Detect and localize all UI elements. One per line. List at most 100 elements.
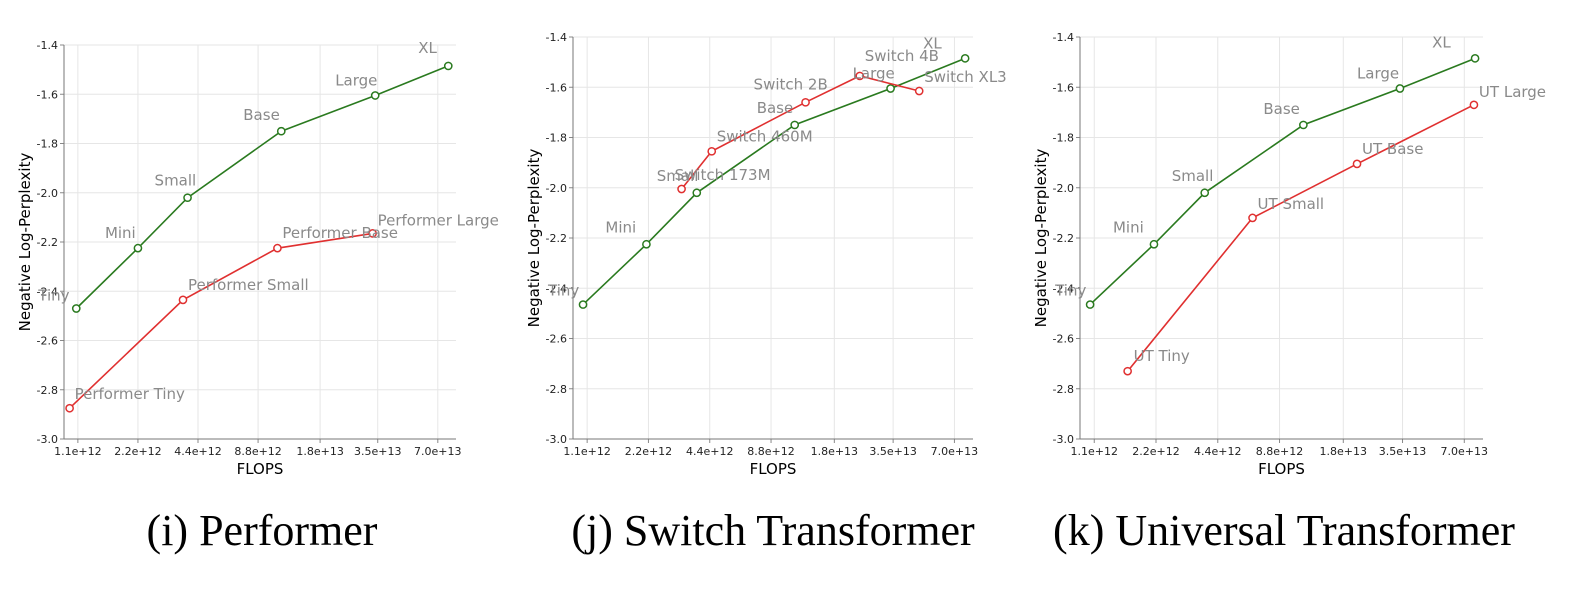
data-point-ut-small [1248,213,1257,223]
point-label-base: Base [1263,100,1300,118]
x-axis-title: FLOPS [750,460,797,478]
data-point-tiny [1085,300,1095,309]
y-tick-label: -2.4 [546,282,567,295]
y-tick-label: -2.2 [1053,232,1074,245]
y-tick-label: -3.0 [1053,433,1074,446]
x-axis-title: FLOPS [237,460,284,478]
x-tick-label: 4.4e+12 [686,445,733,458]
point-label-tiny: Tiny [547,282,579,300]
data-point-small [692,188,702,198]
point-label-ut-tiny: UT Tiny [1134,347,1190,365]
x-tick-label: 1.8e+13 [296,445,343,458]
x-axis-title: FLOPS [1258,460,1305,478]
point-label-base: Base [243,106,280,124]
y-tick-label: -1.4 [37,39,58,52]
x-tick-label: 3.5e+13 [1379,445,1426,458]
data-point-performer-large [368,229,377,238]
y-tick-label: -1.6 [1053,81,1074,94]
point-label-tiny: Tiny [37,286,69,304]
y-tick-label: -1.8 [546,132,567,145]
data-point-switch-2b [801,97,810,107]
series-line-transformer [1089,57,1476,306]
x-tick-label: 7.0e+13 [931,445,978,458]
y-tick-label: -2.4 [37,285,58,298]
point-label-ut-small: UT Small [1258,195,1325,213]
data-point-switch-460m [707,146,717,156]
y-tick-label: -1.6 [37,88,58,101]
data-point-ut-large [1469,100,1479,110]
point-label-small: Small [155,172,197,190]
y-tick-label: -1.8 [37,138,58,151]
y-axis-title: Negative Log-Perplexity [1032,149,1050,328]
x-tick-label: 2.2e+12 [114,445,161,458]
y-tick-label: -1.4 [1053,31,1074,44]
x-tick-label: 4.4e+12 [174,445,221,458]
point-label-large: Large [335,71,377,89]
y-tick-label: -1.4 [546,31,567,44]
data-point-base [1299,120,1308,130]
point-label-mini: Mini [605,218,636,236]
data-point-large [886,84,895,93]
data-point-switch-4b [855,71,865,81]
chart-panel-2: -3.0 -2.8 -2.6 -2.4 -2.2 -2.0 -1.8 -1.6 -1.4 1.1e… [1032,31,1546,478]
y-tick-label: -3.0 [37,433,58,446]
point-label-small: Small [657,167,699,185]
y-tick-label: -2.8 [1053,383,1074,396]
data-point-base [790,120,800,130]
y-tick-label: -2.6 [1053,333,1074,346]
x-tick-label: 1.1e+12 [563,445,610,458]
x-tick-label: 3.5e+13 [354,445,401,458]
y-tick-label: -2.0 [546,182,567,195]
data-point-switch-xl3 [914,86,924,96]
x-tick-label: 1.1e+12 [1071,445,1118,458]
data-point-ut-base [1352,159,1362,169]
series-line-transformer [75,65,449,310]
point-label-switch-173m: Switch 173M [675,166,771,184]
y-tick-label: -1.8 [1053,132,1074,145]
y-tick-label: -2.0 [37,187,58,200]
x-tick-label: 1.8e+13 [811,445,858,458]
point-label-xl: XL [418,39,437,57]
series-line-transformer [582,57,966,306]
point-label-performer-small: Performer Small [188,276,309,294]
data-point-tiny [71,304,81,313]
data-point-base [276,126,286,136]
point-label-performer-tiny: Performer Tiny [75,385,185,403]
data-point-performer-tiny [65,403,74,413]
data-point-large [370,91,380,100]
y-tick-label: -2.8 [546,383,567,396]
data-point-xl [1470,54,1480,63]
data-point-mini [1149,239,1159,249]
caption-universal-transformer: (k) Universal Transformer [1053,506,1515,555]
x-tick-label: 8.8e+12 [234,445,281,458]
point-label-large: Large [1357,65,1399,83]
y-tick-label: -2.2 [37,236,58,249]
data-point-mini [133,243,143,253]
data-point-xl [960,54,970,63]
x-tick-label: 1.1e+12 [54,445,101,458]
x-tick-label: 1.8e+13 [1320,445,1367,458]
point-label-xl: XL [1432,33,1451,51]
y-tick-label: -2.0 [1053,182,1074,195]
chart-panel-1: -3.0 -2.8 -2.6 -2.4 -2.2 -2.0 -1.8 -1.6 -1.4 1.1e… [525,31,1007,478]
point-label-mini: Mini [105,224,136,242]
point-label-small: Small [1172,167,1214,185]
point-label-switch-460m: Switch 460M [717,127,813,145]
x-tick-label: 3.5e+13 [869,445,916,458]
data-point-tiny [578,300,588,309]
x-tick-label: 2.2e+12 [1132,445,1179,458]
point-label-switch-2b: Switch 2B [754,75,828,93]
point-label-tiny: Tiny [1054,282,1086,300]
x-tick-label: 8.8e+12 [747,445,794,458]
point-label-ut-large: UT Large [1479,83,1546,101]
point-label-performer-base: Performer Base [282,224,398,242]
y-axis-title: Negative Log-Perplexity [525,149,543,328]
y-tick-label: -3.0 [546,433,567,446]
point-label-xl: XL [923,34,942,52]
x-tick-label: 7.0e+13 [414,445,461,458]
point-label-switch-4b: Switch 4B [865,47,939,65]
caption-switch-transformer: (j) Switch Transformer [571,506,975,555]
data-point-xl [443,61,453,71]
y-tick-label: -2.4 [1053,282,1074,295]
